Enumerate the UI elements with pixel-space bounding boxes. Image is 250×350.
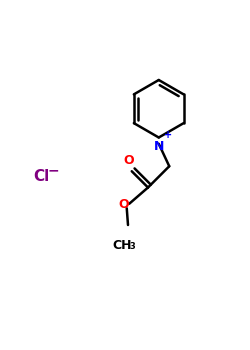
Text: +: + (164, 130, 172, 140)
Text: −: − (48, 163, 60, 177)
Text: O: O (118, 198, 128, 211)
Text: N: N (154, 140, 164, 153)
Text: Cl: Cl (33, 169, 50, 184)
Text: CH: CH (112, 239, 132, 252)
Text: 3: 3 (130, 242, 136, 251)
Text: O: O (124, 154, 134, 167)
